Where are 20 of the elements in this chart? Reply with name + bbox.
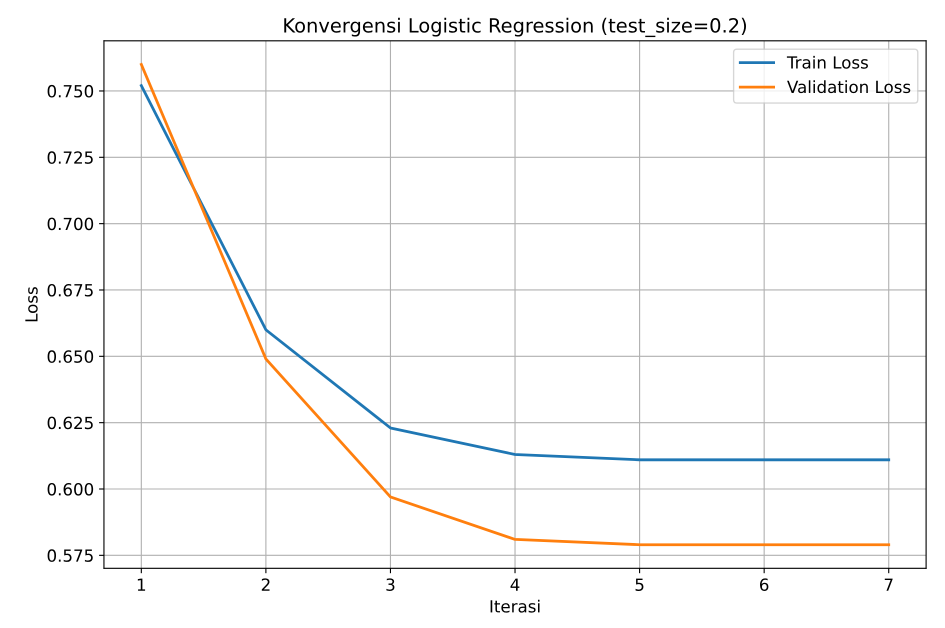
- x-tick-label: 3: [386, 578, 394, 591]
- y-tick-label: 0.600: [48, 482, 94, 496]
- legend-label: Validation Loss: [787, 80, 910, 94]
- x-tick-label: 6: [760, 578, 768, 591]
- y-tick-label: 0.750: [48, 84, 94, 98]
- x-tick-label: 7: [884, 578, 893, 591]
- x-tick-label: 4: [510, 578, 520, 591]
- chart-title: Konvergensi Logistic Regression (test_size=0.2): [284, 18, 746, 38]
- x-tick-label: 1: [138, 578, 146, 591]
- y-tick-label: 0.725: [48, 151, 93, 164]
- x-tick-label: 2: [262, 578, 270, 591]
- x-tick-label: 5: [636, 578, 644, 591]
- y-axis-title: Loss: [25, 287, 38, 322]
- y-tick-label: 0.575: [48, 549, 93, 562]
- y-tick-label: 0.700: [48, 218, 94, 230]
- y-tick-label: 0.675: [48, 284, 93, 297]
- legend-label: Train Loss: [786, 56, 868, 69]
- x-axis-title: Iterasi: [490, 600, 540, 613]
- y-tick-label: 0.650: [48, 350, 94, 363]
- y-tick-label: 0.625: [48, 416, 93, 430]
